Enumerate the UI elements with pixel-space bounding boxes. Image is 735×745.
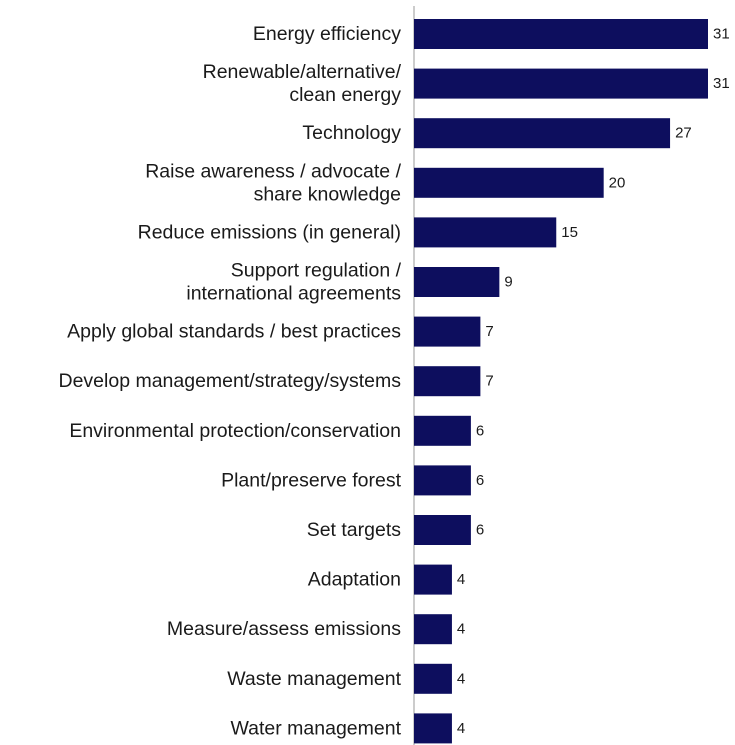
data-label: 9: [504, 274, 512, 291]
bar: [414, 68, 708, 99]
data-label: 6: [476, 422, 484, 439]
category-label: Develop management/strategy/systems: [59, 370, 402, 392]
data-label: 31: [713, 75, 730, 92]
bar: [414, 515, 471, 545]
category-label: clean energy: [289, 84, 401, 106]
category-label: Measure/assess emissions: [167, 618, 401, 640]
data-label: 4: [457, 720, 465, 737]
data-label: 7: [485, 323, 493, 340]
bar: [414, 564, 452, 595]
category-label: share knowledge: [254, 183, 401, 205]
bar: [414, 167, 604, 198]
data-label: 4: [457, 670, 465, 687]
data-label: 27: [675, 125, 692, 142]
bar: [414, 267, 500, 297]
bar: [414, 465, 471, 496]
bar: [414, 663, 452, 694]
data-label: 6: [476, 472, 484, 489]
data-label: 4: [457, 571, 465, 588]
data-label: 7: [485, 373, 493, 390]
bar: [414, 217, 557, 248]
bar: [414, 316, 481, 347]
category-label: Raise awareness / advocate /: [145, 160, 401, 182]
bar: [414, 118, 671, 149]
data-label: 31: [713, 26, 730, 43]
category-label: Apply global standards / best practices: [67, 321, 401, 343]
bar: [414, 614, 452, 645]
category-label: Energy efficiency: [253, 23, 401, 45]
data-label: 15: [561, 224, 578, 241]
category-label: Technology: [302, 122, 401, 144]
category-label: Support regulation /: [231, 260, 402, 282]
bars-group: [414, 19, 708, 744]
value-labels-group: 31 31 27 20 15 9 7 7 6 6 6 4 4 4 4: [457, 26, 730, 737]
category-label: Plant/preserve forest: [221, 469, 402, 491]
category-label: Waste management: [227, 668, 401, 690]
category-label: Water management: [230, 717, 401, 739]
category-label: Renewable/alternative/: [203, 61, 402, 83]
category-label: international agreements: [186, 283, 401, 305]
data-label: 6: [476, 522, 484, 539]
category-label: Reduce emissions (in general): [138, 221, 401, 243]
data-label: 20: [609, 174, 626, 191]
bar: [414, 366, 481, 397]
bar: [414, 415, 471, 446]
bar: [414, 713, 452, 744]
category-label: Set targets: [307, 519, 402, 541]
category-label: Environmental protection/conservation: [69, 420, 401, 442]
data-label: 4: [457, 621, 465, 638]
category-labels-group: Energy efficiency Renewable/alternative/c…: [59, 23, 402, 739]
bar: [414, 19, 708, 49]
category-label: Adaptation: [308, 569, 401, 591]
